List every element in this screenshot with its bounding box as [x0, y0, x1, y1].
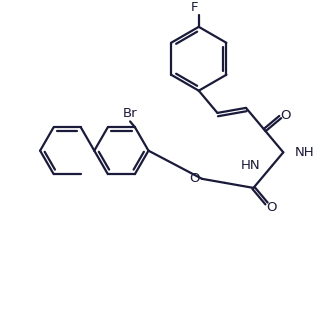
- Text: F: F: [191, 1, 199, 14]
- Text: O: O: [266, 201, 277, 214]
- Text: O: O: [280, 109, 290, 121]
- Text: NH: NH: [295, 146, 315, 159]
- Text: HN: HN: [241, 159, 260, 172]
- Text: O: O: [189, 172, 200, 185]
- Text: Br: Br: [123, 107, 137, 120]
